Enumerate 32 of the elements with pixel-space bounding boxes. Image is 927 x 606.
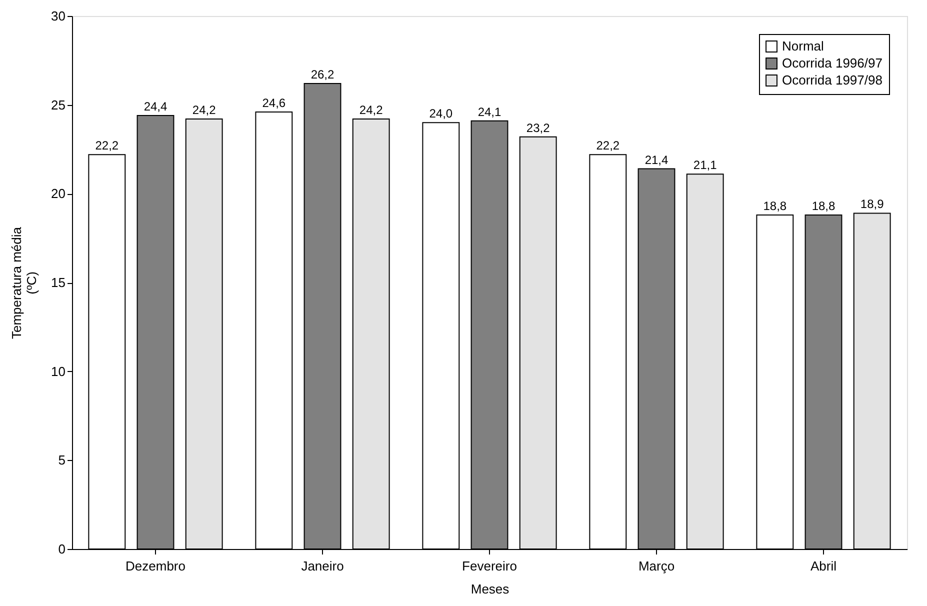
data-label: 22,2 xyxy=(95,138,119,153)
legend-label: Ocorrida 1996/97 xyxy=(782,56,882,70)
y-tick-label: 10 xyxy=(51,364,66,379)
y-tick-label: 20 xyxy=(51,186,66,202)
data-label: 21,1 xyxy=(693,158,718,172)
y-axis-title: Temperatura média (ºC) xyxy=(9,226,40,339)
data-label: 24,2 xyxy=(192,103,216,118)
data-label: 21,4 xyxy=(644,152,668,167)
legend-label: Ocorrida 1997/98 xyxy=(782,72,882,88)
data-label: 24,6 xyxy=(262,96,286,110)
data-label: 24,4 xyxy=(144,99,168,114)
x-tick-label: Abril xyxy=(810,558,837,574)
data-label: 18,8 xyxy=(812,198,836,213)
x-tick-label: Dezembro xyxy=(126,558,186,574)
data-label: 18,9 xyxy=(860,197,884,212)
legend-label: Normal xyxy=(782,38,824,54)
data-label: 18,8 xyxy=(763,198,787,213)
data-label: 24,2 xyxy=(359,103,384,118)
y-tick-label: 5 xyxy=(58,452,66,468)
x-tick-label: Março xyxy=(638,558,675,574)
y-tick-label: 15 xyxy=(51,275,66,290)
data-label: 24,1 xyxy=(478,104,502,119)
data-label: 23,2 xyxy=(526,120,550,135)
data-label: 24,0 xyxy=(429,106,453,121)
y-tick-label: 0 xyxy=(58,542,66,556)
y-tick-label: 30 xyxy=(51,8,66,24)
x-axis-title: Meses xyxy=(470,582,510,596)
data-label: 22,2 xyxy=(596,138,620,153)
data-label: 26,2 xyxy=(310,68,334,82)
x-tick-label: Janeiro xyxy=(301,558,344,574)
x-tick-label: Fevereiro xyxy=(462,558,517,574)
y-tick-label: 25 xyxy=(51,97,66,112)
